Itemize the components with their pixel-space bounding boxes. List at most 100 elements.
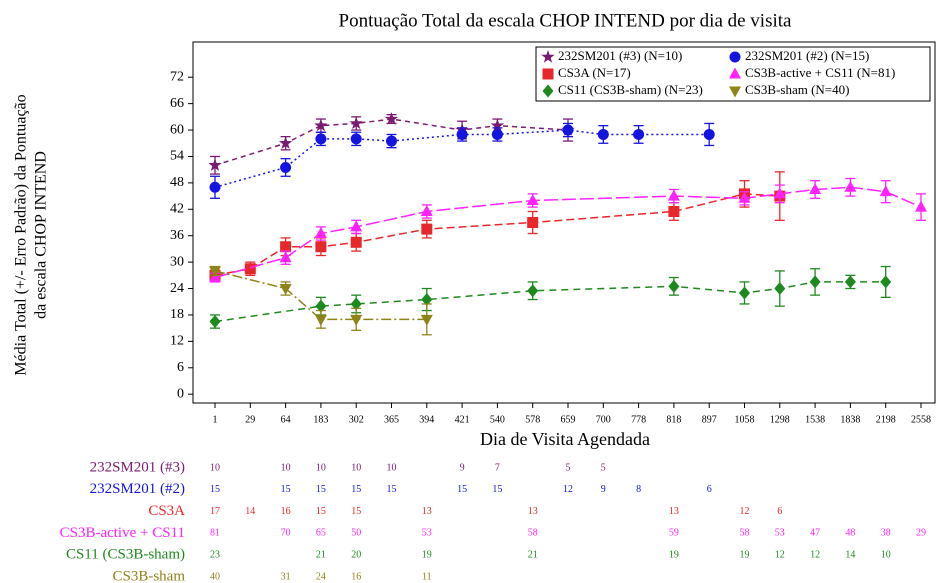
y-tick-label: 60	[170, 122, 184, 137]
table-count: 5	[601, 462, 606, 473]
y-tick-label: 36	[170, 228, 184, 243]
table-count: 6	[707, 484, 712, 495]
legend-marker	[729, 51, 741, 63]
table-count: 15	[281, 484, 291, 495]
table-count: 58	[740, 528, 750, 539]
table-count: 10	[351, 462, 361, 473]
y-tick-label: 18	[170, 307, 184, 322]
table-count: 13	[528, 506, 538, 517]
marker	[279, 284, 292, 296]
marker	[809, 182, 822, 194]
series-line	[214, 118, 569, 166]
marker	[703, 128, 715, 140]
y-tick-label: 12	[170, 334, 184, 349]
y-tick-label: 48	[170, 175, 184, 190]
table-row-label: CS11 (CS3B-sham)	[66, 547, 185, 563]
marker	[915, 200, 927, 212]
marker	[456, 128, 468, 140]
table-count: 38	[881, 528, 891, 539]
marker	[279, 251, 292, 263]
x-tick-label: 1058	[735, 414, 755, 425]
table-count: 19	[669, 549, 679, 560]
marker	[315, 299, 327, 313]
x-tick-label: 1	[213, 414, 218, 425]
x-tick-label: 897	[702, 414, 717, 425]
table-count: 12	[563, 484, 573, 495]
marker	[315, 241, 327, 253]
table-count: 7	[495, 462, 500, 473]
y-tick-label: 0	[177, 386, 184, 401]
table-count: 40	[210, 571, 220, 582]
table-count: 21	[316, 549, 326, 560]
y-axis-label-line: da escala CHOP INTEND	[33, 151, 50, 319]
marker	[420, 314, 433, 326]
marker	[739, 286, 750, 300]
legend-label: CS3B-sham (N=40)	[745, 82, 849, 97]
table-count: 29	[916, 528, 926, 539]
table-count: 17	[210, 506, 220, 517]
marker	[562, 124, 574, 136]
series	[209, 171, 786, 281]
table-count: 53	[775, 528, 785, 539]
x-axis-label: Dia de Visita Agendada	[480, 429, 650, 449]
legend-marker	[729, 67, 741, 79]
table-count: 24	[316, 571, 326, 582]
table-count: 13	[422, 506, 432, 517]
table-count: 5	[566, 462, 571, 473]
table-count: 11	[422, 571, 432, 582]
table-count: 14	[845, 549, 855, 560]
marker	[280, 241, 292, 253]
marker	[244, 263, 256, 275]
table-count: 10	[881, 549, 891, 560]
series	[209, 265, 433, 336]
table-row-label: CS3A	[148, 503, 185, 519]
x-tick-label: 1838	[840, 414, 860, 425]
plot-frame	[192, 41, 936, 404]
y-tick-label: 72	[170, 69, 184, 84]
table-count: 15	[316, 506, 326, 517]
table-count: 20	[351, 549, 361, 560]
marker	[384, 112, 399, 125]
x-tick-label: 659	[561, 414, 576, 425]
x-tick-label: 302	[349, 414, 364, 425]
table-count: 15	[316, 484, 326, 495]
table-count: 10	[387, 462, 397, 473]
table-count: 10	[210, 462, 220, 473]
table-count: 23	[210, 549, 220, 560]
x-tick-label: 1538	[805, 414, 825, 425]
marker	[421, 223, 433, 235]
legend-marker	[542, 84, 554, 98]
y-axis-label: Média Total (+/- Erro Padrão) da Pontuaç…	[13, 94, 50, 375]
table-count: 59	[669, 528, 679, 539]
marker	[350, 297, 362, 311]
table-count: 50	[351, 528, 361, 539]
table-count: 15	[457, 484, 467, 495]
marker	[527, 217, 539, 228]
table-count: 53	[422, 528, 432, 539]
table-row-label: CS3B-active + CS11	[60, 525, 185, 541]
legend-marker	[541, 50, 555, 63]
table-count: 15	[351, 506, 361, 517]
marker	[350, 314, 363, 326]
series	[209, 265, 892, 329]
series	[209, 177, 927, 283]
marker	[491, 128, 503, 140]
marker	[314, 227, 327, 239]
marker	[879, 185, 892, 197]
table-count: 12	[740, 506, 750, 517]
marker	[526, 193, 539, 205]
table-row-label: 232SM201 (#2)	[90, 481, 185, 497]
legend-label: 232SM201 (#3) (N=10)	[558, 48, 682, 63]
x-tick-label: 578	[525, 414, 540, 425]
marker	[597, 128, 609, 140]
y-axis-label-line: Média Total (+/- Erro Padrão) da Pontuaç…	[13, 94, 30, 375]
table-count: 58	[528, 528, 538, 539]
marker	[209, 315, 221, 329]
legend-label: CS3A (N=17)	[558, 65, 631, 80]
table-count: 65	[316, 528, 326, 539]
table-count: 14	[245, 506, 255, 517]
table-count: 16	[281, 506, 291, 517]
marker	[349, 116, 363, 130]
table-count: 31	[281, 571, 291, 582]
table-count: 19	[740, 549, 750, 560]
